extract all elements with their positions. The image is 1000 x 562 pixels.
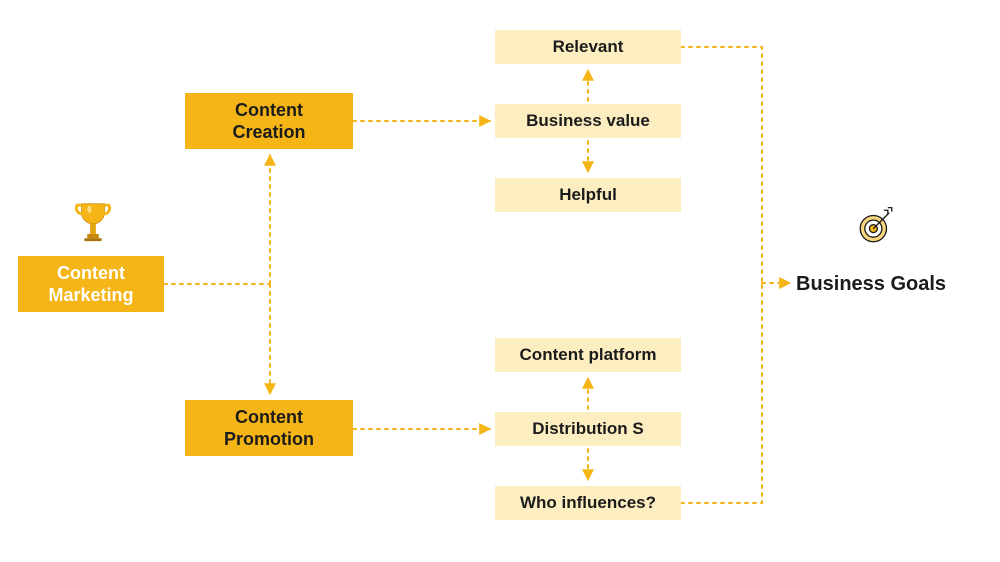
node-label: Business value <box>526 110 650 131</box>
node-business-value: Business value <box>495 104 681 138</box>
node-content-marketing: ContentMarketing <box>18 256 164 312</box>
node-who-influences: Who influences? <box>495 486 681 520</box>
goal-text: Business Goals <box>796 273 946 295</box>
node-content-creation: ContentCreation <box>185 93 353 149</box>
node-label: ContentCreation <box>232 99 305 144</box>
node-label: Who influences? <box>520 492 656 513</box>
node-label: Distribution S <box>532 418 643 439</box>
node-label: Helpful <box>559 184 617 205</box>
node-distribution-s: Distribution S <box>495 412 681 446</box>
node-label: ContentMarketing <box>48 262 133 307</box>
business-goals-label: Business Goals <box>796 273 946 296</box>
node-helpful: Helpful <box>495 178 681 212</box>
node-content-promotion: ContentPromotion <box>185 400 353 456</box>
node-relevant: Relevant <box>495 30 681 64</box>
node-label: Content platform <box>520 344 657 365</box>
trophy-icon <box>70 198 116 249</box>
node-content-platform: Content platform <box>495 338 681 372</box>
target-icon <box>855 205 897 252</box>
node-label: Relevant <box>553 36 624 57</box>
node-label: ContentPromotion <box>224 406 314 451</box>
